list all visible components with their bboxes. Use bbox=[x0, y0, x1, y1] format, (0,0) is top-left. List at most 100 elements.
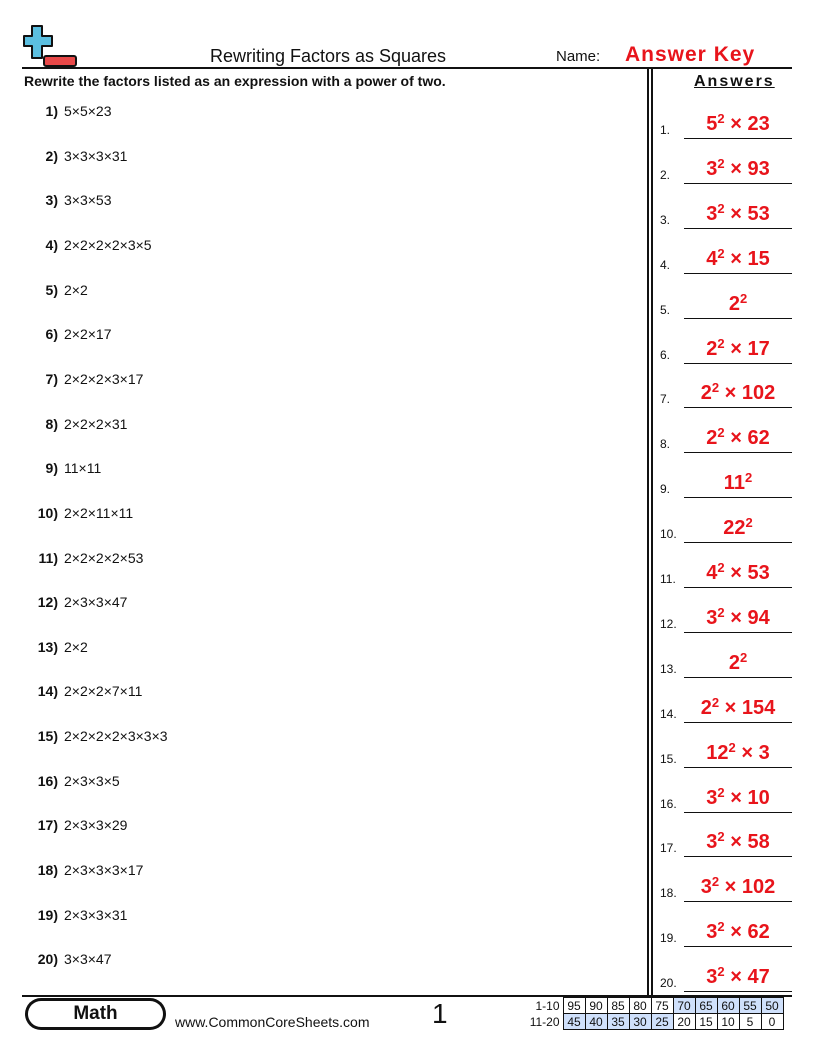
question-number: 2) bbox=[45, 147, 58, 164]
answer-base: 3 bbox=[706, 921, 718, 944]
score-cell: 0 bbox=[760, 1013, 784, 1030]
answer-base: 2 bbox=[700, 382, 712, 405]
score-cell: 70 bbox=[672, 997, 696, 1014]
question-text: 2×2×17 bbox=[64, 326, 112, 343]
question-item: 4) 2×2×2×2×3×5 bbox=[24, 237, 224, 253]
question-item: 10) 2×2×11×11 bbox=[24, 505, 224, 521]
answer-base: 2 bbox=[700, 696, 712, 719]
question-text: 2×2×2×3×17 bbox=[64, 370, 144, 387]
header-divider bbox=[22, 67, 792, 69]
answer-value: 22 × 17 bbox=[684, 335, 792, 361]
score-cell: 90 bbox=[584, 997, 608, 1014]
question-text: 3×3×3×31 bbox=[64, 147, 128, 164]
score-cell: 35 bbox=[606, 1013, 630, 1030]
question-number: 6) bbox=[45, 326, 58, 343]
answer-base: 2 bbox=[728, 292, 740, 315]
answer-number: 10. bbox=[660, 527, 677, 542]
subject-badge: Math bbox=[25, 998, 166, 1030]
answer-exponent: 2 bbox=[744, 470, 753, 486]
answer-value: 42 × 53 bbox=[684, 560, 792, 585]
answer-line bbox=[684, 317, 792, 319]
answer-base: 4 bbox=[706, 562, 718, 584]
score-cell: 15 bbox=[694, 1013, 718, 1030]
question-number: 10) bbox=[37, 504, 58, 521]
question-number: 16) bbox=[37, 772, 58, 789]
answer-number: 5. bbox=[660, 302, 671, 317]
question-number: 8) bbox=[45, 415, 58, 432]
answer-exponent: 2 bbox=[717, 964, 725, 980]
answer-base: 11 bbox=[723, 472, 745, 495]
answer-exponent: 2 bbox=[711, 694, 720, 710]
answer-rest: × 10 bbox=[724, 786, 770, 809]
question-number: 4) bbox=[45, 236, 58, 253]
answer-exponent: 2 bbox=[711, 874, 720, 890]
answer-exponent: 2 bbox=[717, 919, 725, 935]
answer-value: 32 × 94 bbox=[684, 605, 792, 630]
answer-rest: × 23 bbox=[724, 113, 770, 135]
question-text: 2×3×3×31 bbox=[64, 906, 128, 923]
answer-rest: × 58 bbox=[724, 831, 770, 854]
question-text: 2×2×2×7×11 bbox=[64, 683, 143, 700]
answer-exponent: 2 bbox=[717, 335, 725, 351]
score-cell: 45 bbox=[562, 1013, 586, 1030]
answer-rest: × 94 bbox=[724, 606, 770, 629]
answer-exponent: 2 bbox=[717, 784, 725, 800]
page-number: 1 bbox=[432, 998, 448, 1029]
question-text: 2×2×11×11 bbox=[64, 504, 134, 521]
question-item: 19) 2×3×3×31 bbox=[24, 907, 224, 923]
answer-value: 32 × 62 bbox=[684, 919, 792, 944]
instructions: Rewrite the factors listed as an express… bbox=[24, 73, 446, 89]
answer-line bbox=[684, 272, 792, 274]
answer-number: 1. bbox=[660, 123, 671, 137]
answer-line bbox=[684, 721, 792, 723]
answer-value: 22 × 62 bbox=[684, 425, 792, 450]
question-text: 2×2×2×2×3×5 bbox=[64, 236, 152, 253]
answer-base: 3 bbox=[706, 157, 718, 180]
answer-value: 52 × 23 bbox=[684, 111, 792, 136]
name-value: Answer Key bbox=[625, 43, 756, 66]
question-item: 15) 2×2×2×2×3×3×3 bbox=[24, 728, 224, 744]
score-cell: 5 bbox=[738, 1013, 762, 1030]
name-label: Name: bbox=[556, 48, 601, 65]
answer-exponent: 2 bbox=[711, 380, 720, 396]
answer-exponent: 2 bbox=[717, 425, 725, 441]
question-number: 11) bbox=[38, 549, 58, 566]
question-item: 14) 2×2×2×7×11 bbox=[24, 683, 224, 699]
answer-base: 3 bbox=[700, 876, 712, 899]
question-item: 12) 2×3×3×47 bbox=[24, 594, 224, 610]
answer-line bbox=[684, 138, 792, 139]
answer-exponent: 2 bbox=[717, 829, 725, 845]
answer-number: 16. bbox=[660, 796, 677, 811]
question-item: 1) 5×5×23 bbox=[24, 103, 224, 119]
answer-value: 22 bbox=[684, 291, 792, 316]
score-row-label: 1-10 bbox=[535, 998, 560, 1013]
question-number: 14) bbox=[37, 683, 58, 700]
score-cell: 40 bbox=[584, 1013, 608, 1030]
answer-value: 112 bbox=[684, 470, 792, 495]
score-cell: 95 bbox=[562, 997, 586, 1014]
question-number: 7) bbox=[45, 370, 58, 387]
question-item: 2) 3×3×3×31 bbox=[24, 148, 224, 164]
answer-exponent: 2 bbox=[717, 560, 725, 575]
column-divider bbox=[647, 69, 653, 996]
answer-line bbox=[684, 587, 792, 588]
answer-line bbox=[684, 811, 792, 813]
answer-rest: × 154 bbox=[719, 696, 776, 719]
question-item: 13) 2×2 bbox=[24, 639, 224, 655]
score-table: 1-10 95 90 85 80 75 70 65 60 55 50 11-20 45 40 35 30 25 2… bbox=[527, 997, 784, 1030]
score-row: 1-10 95 90 85 80 75 70 65 60 55 50 bbox=[527, 997, 784, 1014]
question-text: 2×3×3×3×17 bbox=[64, 862, 144, 879]
question-item: 3) 3×3×53 bbox=[24, 192, 224, 208]
question-text: 2×3×3×5 bbox=[64, 772, 120, 789]
answer-number: 7. bbox=[660, 392, 671, 407]
answer-base: 3 bbox=[706, 966, 718, 989]
answers-heading: Answers bbox=[694, 73, 775, 90]
answer-value: 32 × 47 bbox=[684, 964, 792, 989]
answer-line bbox=[684, 991, 792, 993]
answer-value: 32 × 93 bbox=[684, 156, 792, 181]
answer-number: 9. bbox=[660, 482, 671, 497]
answer-number: 12. bbox=[660, 616, 677, 631]
answer-number: 3. bbox=[660, 212, 671, 227]
question-item: 8) 2×2×2×31 bbox=[24, 416, 224, 432]
answer-number: 18. bbox=[660, 886, 677, 901]
